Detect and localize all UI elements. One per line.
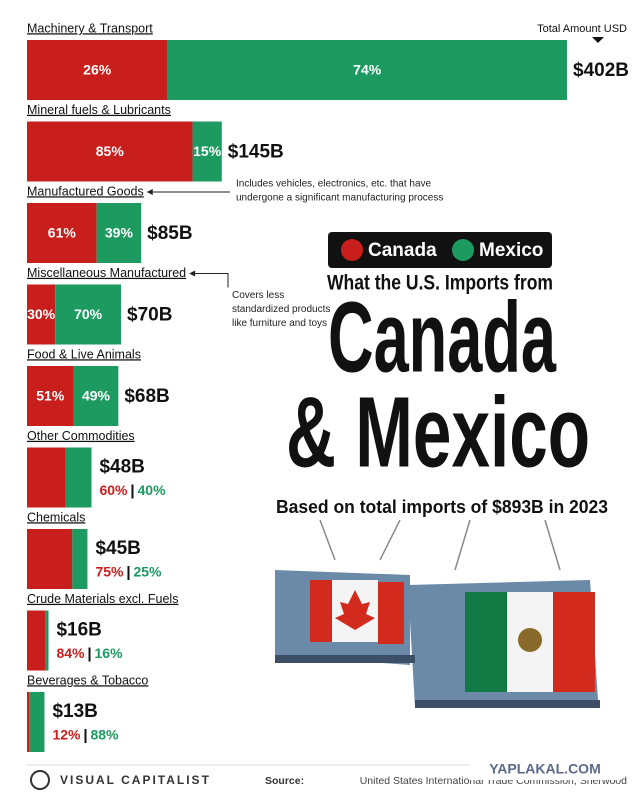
- bar-segment: [167, 40, 567, 100]
- segment-label: 40%: [138, 482, 167, 498]
- subtitle: Based on total imports of $893B in 2023: [276, 497, 608, 517]
- annotation: undergone a significant manufacturing pr…: [236, 193, 443, 204]
- total-label: $85B: [147, 223, 192, 244]
- bar-segment: [27, 610, 46, 671]
- bar-segment: [73, 366, 119, 426]
- brand: VISUAL CAPITALIST: [60, 773, 211, 787]
- category-label: Chemicals: [27, 510, 85, 524]
- total-label: $68B: [124, 386, 169, 407]
- total-label: $45B: [95, 538, 140, 559]
- bar-segment: [192, 121, 222, 182]
- watermark: YAPLAKAL.COM: [489, 761, 601, 777]
- annotation: Includes vehicles, electronics, etc. tha…: [236, 179, 432, 190]
- segment-label: 88%: [90, 727, 119, 743]
- segment-label: 70%: [74, 306, 103, 322]
- container-illustration: [275, 519, 600, 708]
- category-label: Machinery & Transport: [27, 21, 153, 35]
- segment-label: 25%: [133, 564, 162, 580]
- annotation: standardized products: [232, 304, 330, 315]
- category-label: Mineral fuels & Lubricants: [27, 103, 171, 117]
- bar-segment: [27, 284, 56, 345]
- bar-segment: [27, 121, 193, 182]
- legend-box: [328, 232, 552, 268]
- segment-label: 75%: [95, 564, 124, 580]
- segment-label: 15%: [193, 143, 222, 159]
- legend-label: Canada: [368, 240, 437, 261]
- segment-label: 60%: [99, 482, 128, 498]
- category-label: Crude Materials excl. Fuels: [27, 592, 178, 606]
- bar-segment: [27, 203, 97, 263]
- category-label: Manufactured Goods: [27, 184, 144, 198]
- bar-segment: [27, 366, 74, 426]
- segment-label: 51%: [36, 388, 65, 404]
- title: What the U.S. Imports from: [327, 272, 553, 295]
- segment-label: 16%: [95, 645, 124, 661]
- annotation-arrowhead: [146, 189, 153, 195]
- annotation-arrowhead: [189, 270, 196, 277]
- total-label: $402B: [573, 60, 629, 81]
- watermark-bg: [470, 760, 620, 780]
- total-label: $48B: [99, 457, 144, 478]
- segment-label: 26%: [83, 62, 112, 78]
- total-label: $145B: [228, 142, 284, 163]
- total-pointer: [592, 37, 604, 43]
- bar-segment: [65, 447, 92, 508]
- segment-label: 61%: [48, 225, 77, 241]
- segment-label: 84%: [56, 645, 85, 661]
- legend-label: Mexico: [479, 240, 543, 261]
- bar-segment: [45, 610, 49, 671]
- segment-label: 12%: [52, 727, 81, 743]
- bar-segment: [27, 529, 73, 589]
- segment-label: 49%: [82, 388, 111, 404]
- total-label: $13B: [52, 701, 97, 722]
- annotation: like furniture and toys: [232, 318, 327, 329]
- category-label: Beverages & Tobacco: [27, 673, 148, 687]
- headline: Canada: [328, 281, 557, 393]
- bar-segment: [96, 203, 142, 263]
- segment-label: 30%: [27, 306, 56, 322]
- brand-logo: [30, 770, 50, 790]
- annotation: Covers less: [232, 290, 284, 301]
- category-label: Other Commodities: [27, 429, 135, 443]
- total-heading: Total Amount USD: [537, 23, 627, 35]
- headline: & Mexico: [286, 376, 590, 488]
- total-label: $16B: [56, 620, 101, 641]
- bar-segment: [55, 284, 122, 345]
- category-label: Miscellaneous Manufactured: [27, 266, 186, 280]
- segment-label: 39%: [105, 225, 134, 241]
- category-label: Food & Live Animals: [27, 347, 141, 361]
- segment-label: 85%: [96, 143, 125, 159]
- bar-segment: [27, 692, 30, 752]
- total-label: $70B: [127, 305, 172, 326]
- bar-segment: [72, 529, 88, 589]
- source-label: Source:: [265, 775, 304, 787]
- bar-segment: [27, 447, 66, 508]
- legend-swatch: [341, 239, 363, 261]
- bar-segment: [27, 40, 168, 100]
- legend-swatch: [452, 239, 474, 261]
- segment-label: 74%: [353, 62, 382, 78]
- bar-segment: [29, 692, 45, 752]
- annotation-arrow: [195, 273, 229, 288]
